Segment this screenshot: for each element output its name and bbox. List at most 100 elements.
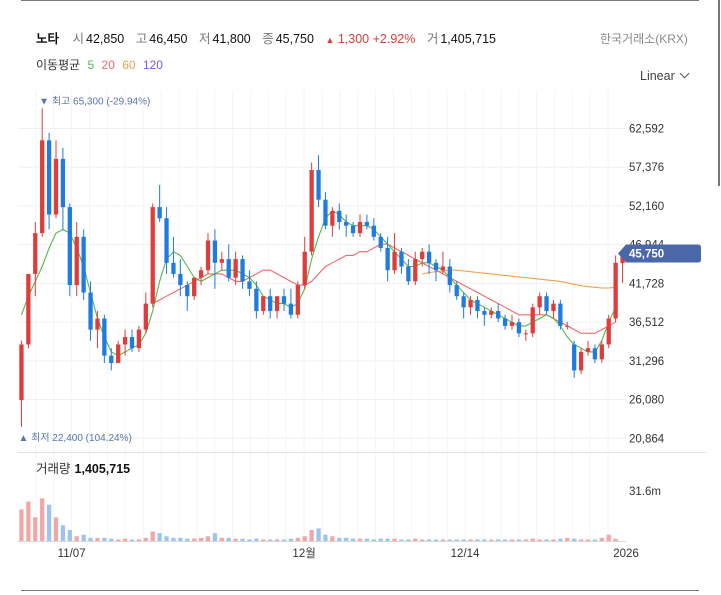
volume-bar bbox=[613, 538, 618, 541]
candle bbox=[33, 233, 38, 274]
candle bbox=[116, 344, 121, 364]
ma-5-label[interactable]: 5 bbox=[87, 58, 95, 72]
candle bbox=[198, 270, 204, 278]
volume-bar bbox=[392, 538, 397, 541]
candle bbox=[295, 285, 300, 315]
volume-bar bbox=[102, 537, 107, 541]
x-tick-label: 11/07 bbox=[58, 548, 86, 560]
y-tick-label: 20,864 bbox=[629, 433, 665, 445]
candle bbox=[247, 281, 252, 289]
candle bbox=[461, 296, 466, 308]
volume-bar bbox=[19, 509, 24, 541]
candle bbox=[143, 303, 148, 330]
volume-bar bbox=[219, 537, 224, 541]
candle bbox=[60, 158, 66, 208]
candle bbox=[551, 303, 556, 312]
volume-bar bbox=[281, 539, 287, 541]
candle bbox=[281, 296, 287, 304]
volume-bar bbox=[40, 498, 45, 541]
candle bbox=[509, 322, 515, 326]
candle bbox=[572, 344, 577, 371]
candle bbox=[357, 221, 363, 234]
ma-120-label[interactable]: 120 bbox=[142, 58, 163, 72]
ma-60-line bbox=[422, 269, 616, 289]
y-tick-label: 52,160 bbox=[629, 201, 664, 213]
candle bbox=[164, 218, 169, 263]
candle bbox=[344, 221, 349, 226]
candle bbox=[233, 259, 238, 278]
candle bbox=[371, 225, 376, 237]
volume-bar bbox=[212, 533, 218, 541]
ma-20-label[interactable]: 20 bbox=[101, 58, 115, 72]
candle bbox=[316, 170, 321, 200]
volume-bar bbox=[454, 539, 459, 541]
candle bbox=[309, 170, 314, 252]
volume-bar bbox=[330, 536, 335, 541]
volume-bar bbox=[413, 538, 418, 541]
volume-bar bbox=[537, 539, 542, 541]
volume-bar bbox=[433, 539, 439, 541]
candle bbox=[226, 259, 231, 278]
volume-bar bbox=[288, 538, 294, 541]
volume-bar bbox=[337, 537, 342, 541]
volume-value: 1,405,715 bbox=[440, 32, 496, 46]
ma-60-label[interactable]: 60 bbox=[122, 58, 136, 72]
bottom-border bbox=[21, 590, 699, 591]
volume-bar bbox=[150, 531, 155, 541]
volume-bar bbox=[109, 538, 114, 541]
volume-bar bbox=[475, 539, 480, 541]
candle bbox=[350, 225, 356, 234]
x-tick-label: 12/14 bbox=[451, 548, 480, 560]
up-arrow-icon: ▲ bbox=[325, 35, 335, 45]
volume-bar bbox=[599, 537, 604, 541]
volume-bar bbox=[440, 539, 446, 541]
open-value: 42,850 bbox=[86, 32, 125, 46]
min-price-label: ▲ 최저 22,400 (104.24%) bbox=[18, 432, 131, 444]
candle bbox=[606, 318, 611, 345]
candle bbox=[26, 273, 31, 345]
candle bbox=[378, 236, 383, 248]
candle bbox=[185, 285, 190, 297]
moving-average-legend[interactable]: 이동평균 5 20 60 120 bbox=[36, 56, 167, 73]
candle bbox=[102, 318, 107, 356]
x-tick-label: 2026 bbox=[613, 548, 639, 560]
y-tick-label: 26,080 bbox=[629, 395, 664, 407]
volume-bar bbox=[323, 534, 328, 541]
volume-bar bbox=[274, 539, 280, 541]
volume-bar bbox=[461, 539, 466, 541]
candle bbox=[585, 348, 591, 352]
volume-bar bbox=[122, 538, 128, 541]
candle bbox=[392, 251, 397, 271]
max-price-label: ▼ 최고 65,300 (-29.94%) bbox=[39, 95, 150, 107]
candle bbox=[454, 285, 459, 297]
volume-bar bbox=[60, 525, 66, 541]
candle bbox=[150, 207, 155, 304]
candle bbox=[330, 210, 335, 226]
volume-bar bbox=[420, 539, 425, 541]
volume-bar bbox=[233, 538, 238, 541]
candle bbox=[558, 303, 563, 326]
y-tick-label: 36,512 bbox=[629, 317, 664, 329]
volume-bar bbox=[74, 536, 79, 541]
x-tick-label: 12월 bbox=[292, 547, 315, 560]
ma-5-line bbox=[20, 210, 617, 357]
candle bbox=[122, 337, 128, 345]
scale-selector[interactable]: Linear bbox=[640, 68, 690, 83]
volume-bar bbox=[426, 539, 432, 541]
volume-bar bbox=[551, 539, 556, 541]
candle bbox=[323, 199, 328, 226]
candle bbox=[40, 140, 45, 234]
change-value: 1,300 bbox=[337, 32, 370, 46]
candle bbox=[592, 348, 598, 360]
candle bbox=[426, 251, 432, 263]
volume-panel-title: 거래량 1,405,715 bbox=[36, 458, 130, 477]
scrollbar[interactable] bbox=[718, 0, 720, 186]
volume-bar bbox=[371, 539, 376, 541]
candle bbox=[489, 311, 494, 315]
candle bbox=[420, 251, 425, 260]
candle bbox=[502, 318, 508, 326]
volume-bar bbox=[468, 539, 473, 541]
volume-bar bbox=[116, 539, 121, 541]
volume-bar bbox=[171, 537, 176, 541]
